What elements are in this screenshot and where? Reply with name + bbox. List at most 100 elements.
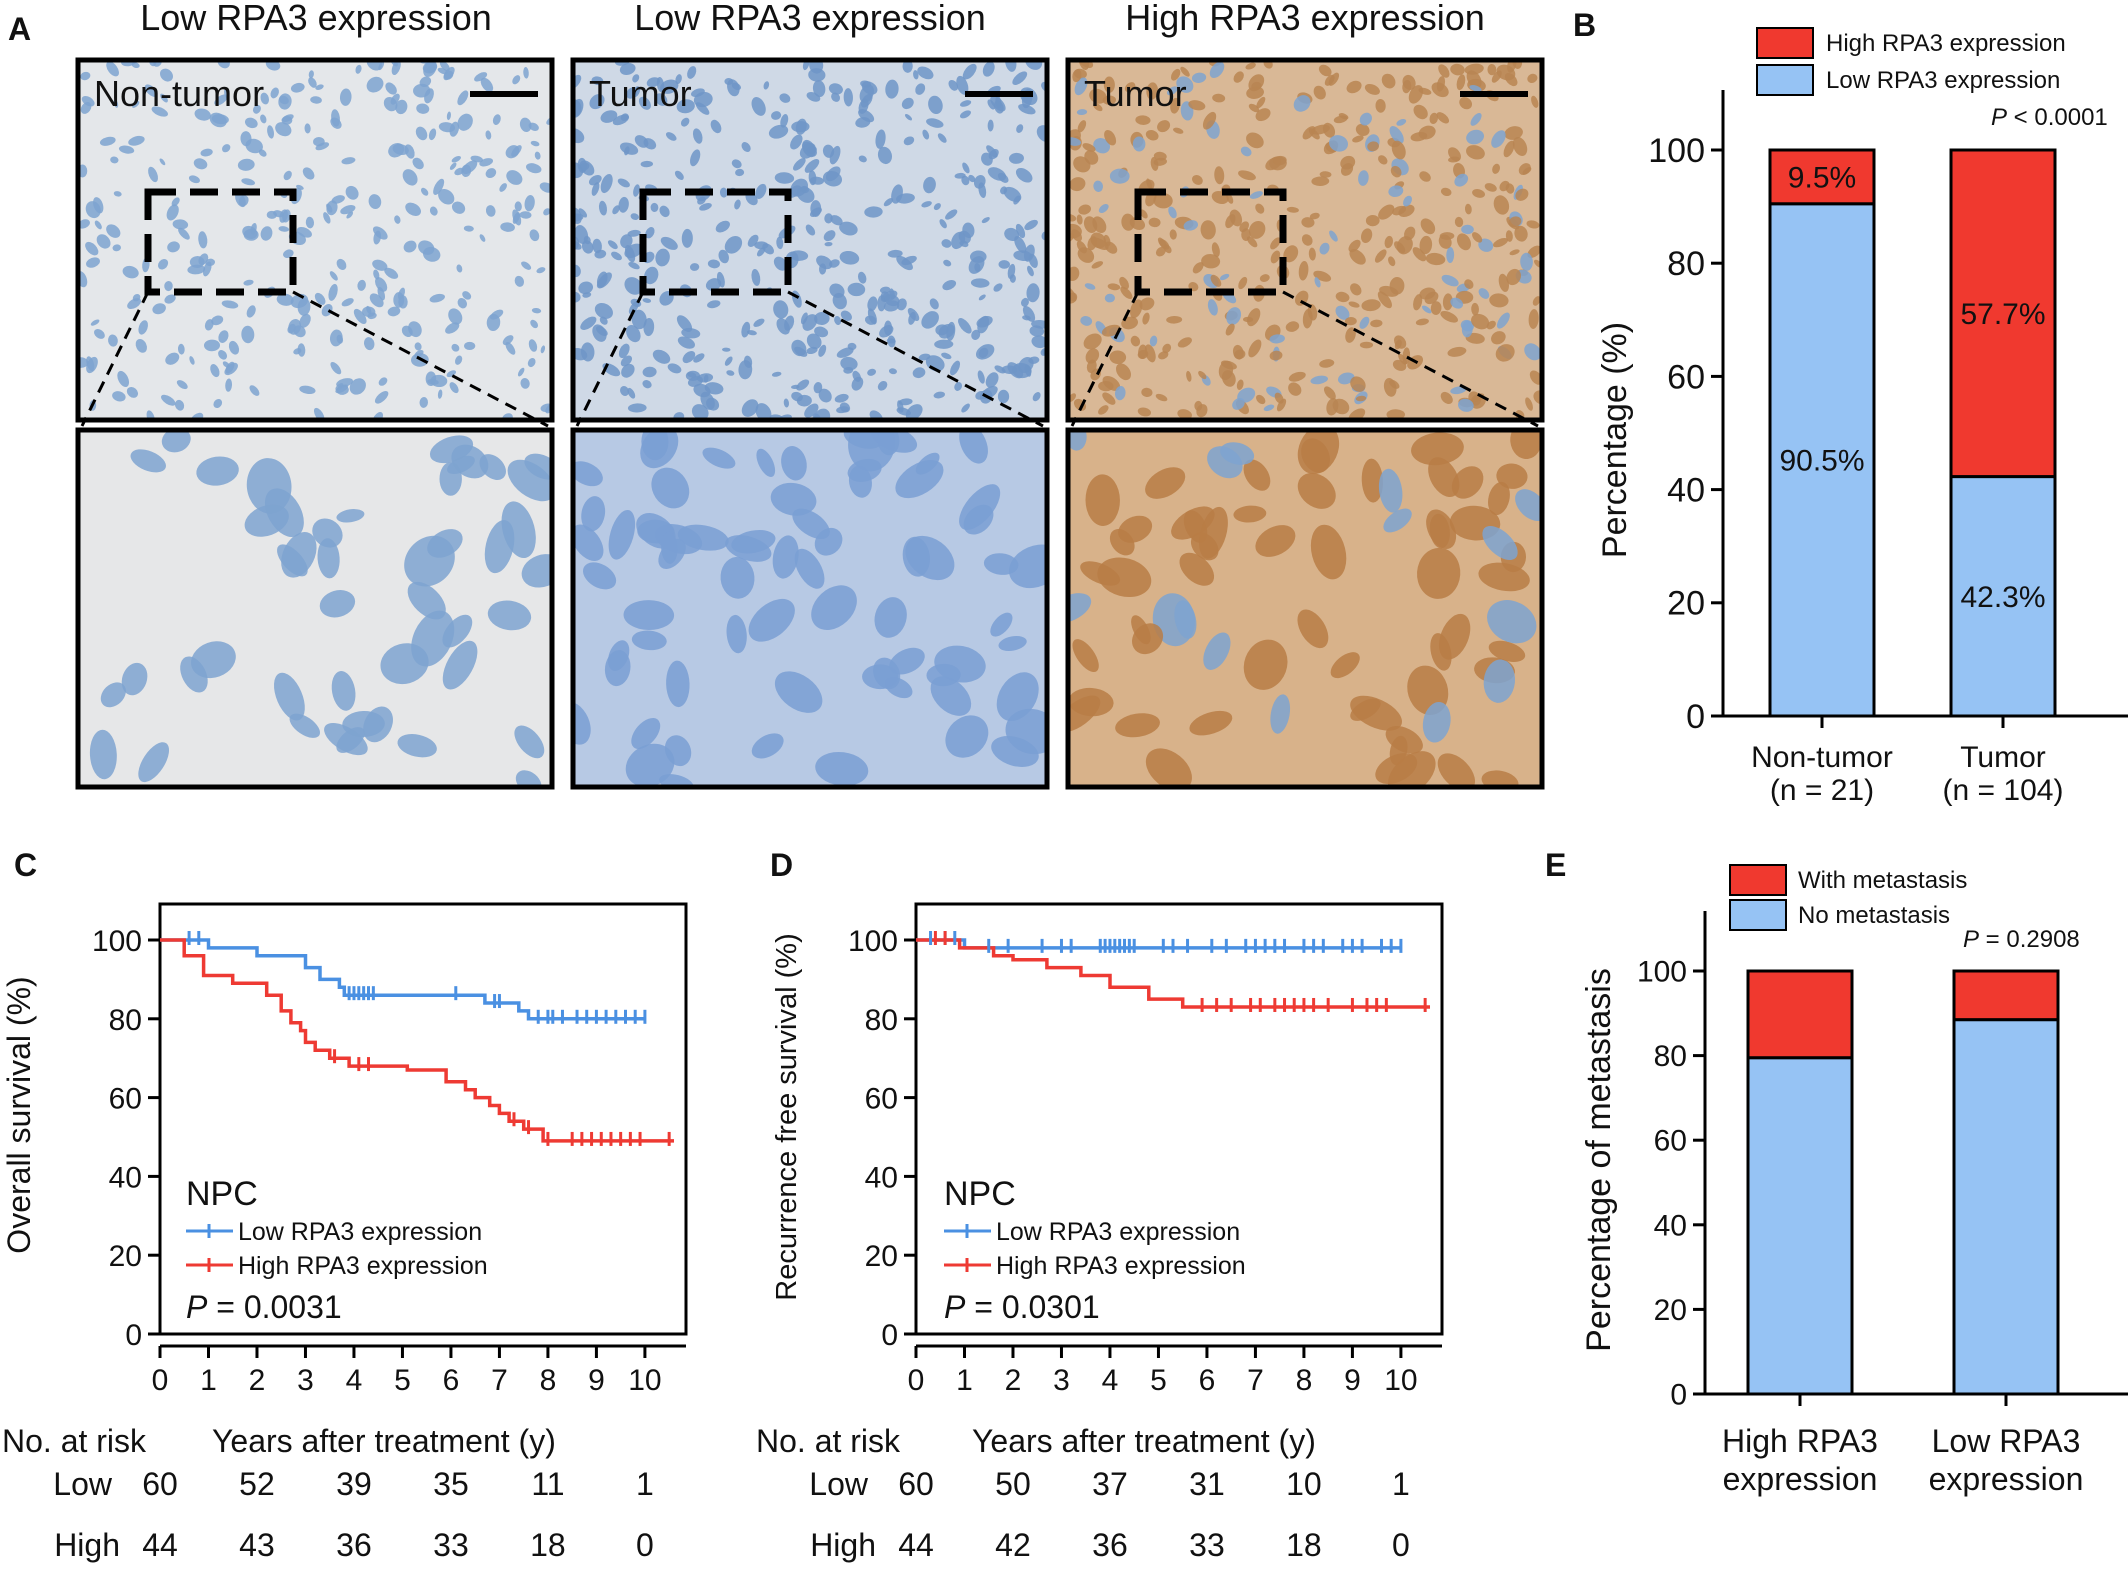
nucleus [1314,277,1321,288]
nucleus [1506,268,1521,286]
nucleus [721,347,731,352]
nucleus [973,174,986,189]
y-tick-label: 100 [1637,956,1687,989]
micrograph-1 [78,60,552,420]
nucleus [796,379,810,391]
nucleus [429,435,474,464]
nucleus [1270,250,1281,264]
nucleus [457,113,473,131]
nucleus [172,219,189,230]
nucleus [1102,392,1116,405]
nucleus [1225,323,1235,336]
plot-e: 0 20 40 60 80 100 [1637,911,2128,1412]
nucleus [627,403,647,413]
nucleus [449,162,457,170]
category-e-1-line-1: High RPA3 [1722,1423,1878,1459]
nucleus [1464,279,1474,289]
nucleus [1246,236,1258,248]
nucleus [305,216,315,229]
nucleus [675,74,682,85]
nucleus [661,531,678,564]
nucleus [921,311,939,329]
nucleus [1104,293,1115,303]
nucleus [843,366,854,374]
nucleus [1007,362,1024,379]
nucleus [132,294,141,302]
nucleus [874,597,907,638]
nucleus [1009,544,1047,589]
nucleus [331,670,356,711]
nucleus [1240,146,1252,157]
nucleus [942,280,957,291]
nucleus [718,249,729,264]
nucleus [368,194,382,209]
nucleus [802,314,818,331]
micrograph-5 [573,430,1047,787]
nucleus [1068,430,1087,451]
nucleus [1338,113,1349,120]
x-tick-label: 0 [152,1364,169,1397]
nucleus [748,598,795,642]
nucleus [297,298,311,316]
nucleus [770,482,817,516]
nucleus [751,268,761,286]
nucleus [1109,168,1130,184]
nucleus [1489,293,1509,308]
nucleus [1297,609,1329,649]
nucleus [228,340,240,355]
nucleus [404,535,455,587]
nucleus [574,225,589,245]
nucleus [794,346,808,357]
nucleus [1329,135,1349,152]
nucleus [174,399,185,411]
nucleus [315,142,330,151]
nucleus [211,315,224,326]
nucleus [198,231,208,249]
legend-c-low-label: Low RPA3 expression [238,1218,482,1246]
nucleus [791,384,800,389]
nucleus [260,92,269,105]
nucleus [818,344,827,357]
nucleus [519,117,532,132]
nucleus [659,205,670,218]
nucleus [1370,319,1383,328]
nucleus [904,113,913,121]
nucleus [1249,191,1263,199]
nucleus [968,174,976,183]
legend-b: High RPA3 expression Low RPA3 expression [1756,27,2066,96]
legend-d-high-label: High RPA3 expression [996,1252,1246,1280]
nucleus [617,178,630,188]
nucleus [501,501,536,559]
nucleus [423,246,441,262]
nucleus [676,99,695,114]
nucleus [1104,130,1117,146]
nucleus [1153,157,1167,166]
nucleus [982,61,995,77]
nucleus [152,303,166,315]
plot-b: 0 20 40 60 80 100 90.5% 9.5% 42.3% 57.7% [1648,90,2128,736]
nucleus [1330,652,1360,679]
nucleus [1233,505,1267,523]
nucleus [1179,552,1215,586]
nucleus [959,110,971,119]
nucleus [1350,698,1381,721]
nucleus [1014,235,1027,254]
nucleus [691,404,709,420]
nucleus [847,282,866,297]
y-tick-label: 0 [125,1319,142,1352]
nucleus [1119,276,1129,290]
nucleus [387,306,401,317]
nucleus [225,361,235,374]
nucleus [1487,481,1510,516]
nucleus [612,205,620,215]
nucleus [1518,163,1531,176]
nucleus [1430,633,1452,671]
nucleus [573,524,604,562]
nucleus [439,60,450,72]
nucleus [428,128,437,141]
nucleus [1413,104,1428,120]
risk-count-low: 11 [531,1466,564,1502]
panel-b: B High RPA3 expression Low RPA3 expressi… [1573,7,2128,807]
nucleus [997,389,1010,404]
